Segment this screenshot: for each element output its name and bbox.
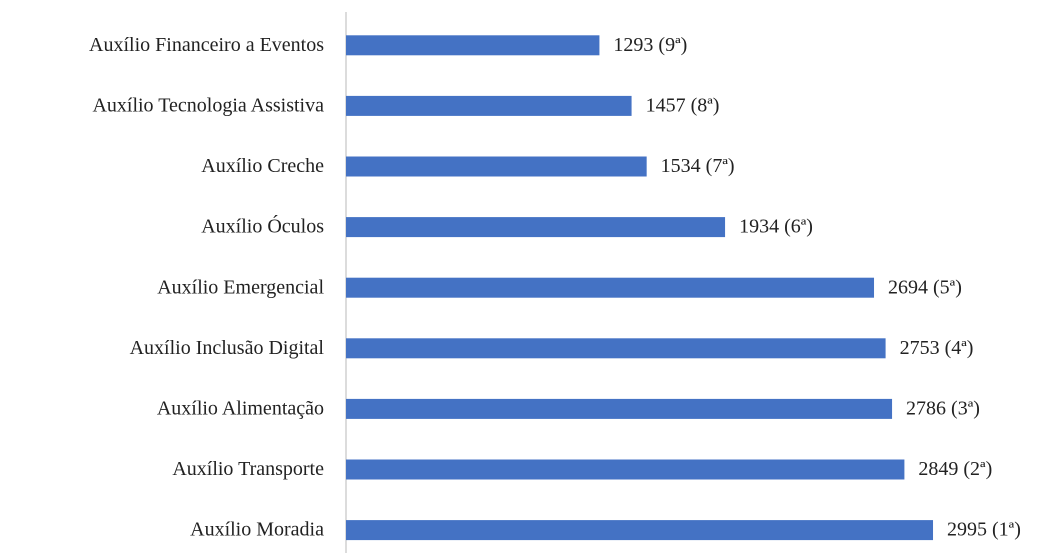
data-label: 1457 (8ª) xyxy=(646,94,720,116)
bar xyxy=(346,277,875,298)
y-tick-label: Auxílio Tecnologia Assistiva xyxy=(92,94,324,116)
y-tick-label: Auxílio Emergencial xyxy=(157,276,324,298)
data-label: 2694 (5ª) xyxy=(888,276,962,298)
bar xyxy=(346,217,726,238)
y-tick-label: Auxílio Alimentação xyxy=(157,397,324,419)
bar xyxy=(346,459,905,480)
bar xyxy=(346,156,647,177)
data-label: 2753 (4ª) xyxy=(900,337,974,359)
bar xyxy=(346,398,893,419)
bar xyxy=(346,35,600,56)
y-tick-label: Auxílio Creche xyxy=(201,155,324,177)
data-label: 1293 (9ª) xyxy=(613,34,687,56)
bar xyxy=(346,520,934,541)
bar xyxy=(346,95,632,116)
data-label: 2849 (2ª) xyxy=(918,458,992,480)
data-label: 1934 (6ª) xyxy=(739,216,813,238)
bar xyxy=(346,338,886,359)
data-label: 2786 (3ª) xyxy=(906,397,980,419)
data-label: 1534 (7ª) xyxy=(661,155,735,177)
y-tick-label: Auxílio Inclusão Digital xyxy=(130,337,325,359)
y-tick-label: Auxílio Transporte xyxy=(172,458,324,480)
y-tick-label: Auxílio Óculos xyxy=(201,214,324,238)
y-tick-label: Auxílio Financeiro a Eventos xyxy=(89,34,324,56)
data-label: 2995 (1ª) xyxy=(947,519,1021,541)
y-tick-label: Auxílio Moradia xyxy=(190,519,324,541)
